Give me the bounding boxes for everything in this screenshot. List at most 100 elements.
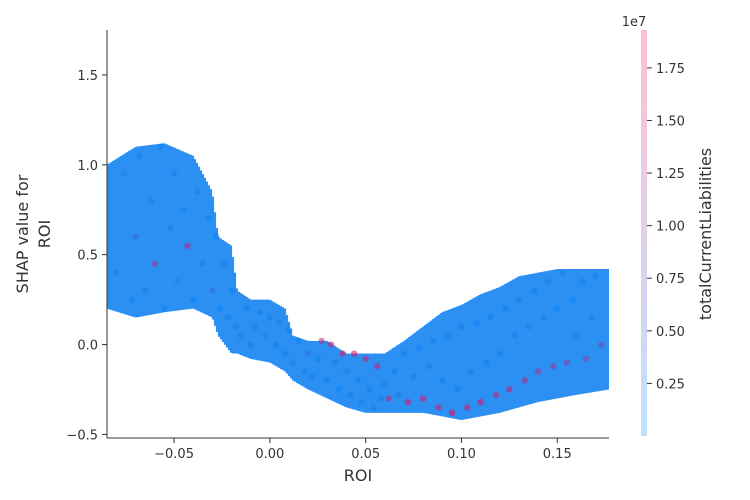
data-point — [578, 278, 586, 285]
data-point — [366, 386, 373, 393]
data-point — [213, 233, 220, 240]
y-tick-label: 1.0 — [77, 159, 98, 174]
data-point — [136, 152, 143, 160]
data-point — [506, 386, 513, 393]
colorbar-offset-text: 1e7 — [622, 15, 647, 30]
data-point — [128, 296, 136, 303]
data-point — [592, 273, 599, 280]
colorbar-label: totalCurrentLiabilities — [696, 148, 715, 320]
data-point — [243, 305, 251, 312]
data-point — [193, 188, 201, 195]
data-point — [487, 314, 494, 321]
data-point — [511, 332, 519, 339]
data-point — [419, 395, 427, 402]
data-point — [534, 368, 542, 375]
data-point — [289, 359, 297, 366]
data-point — [301, 368, 308, 375]
data-point — [220, 260, 228, 267]
data-point — [391, 368, 398, 375]
data-point — [569, 296, 576, 303]
y-tick-label: 0.5 — [77, 249, 98, 264]
x-ticks: −0.05 0.00 0.05 0.10 0.15 — [154, 438, 572, 462]
data-point — [358, 398, 366, 406]
data-point — [502, 305, 509, 312]
x-tick-label: 0.00 — [255, 447, 284, 462]
data-point — [362, 355, 369, 363]
data-point — [400, 350, 408, 357]
data-point — [113, 269, 120, 276]
data-point — [304, 350, 312, 357]
data-point — [373, 362, 381, 370]
data-point — [559, 269, 567, 276]
data-point — [554, 305, 561, 312]
data-point — [492, 391, 500, 399]
data-point — [531, 287, 538, 294]
data-point — [266, 314, 274, 321]
colorbar — [641, 30, 647, 436]
data-point — [515, 296, 523, 303]
data-point — [224, 314, 231, 321]
data-point — [347, 391, 354, 399]
data-point — [184, 242, 191, 249]
data-point — [167, 224, 174, 231]
data-point — [582, 355, 590, 363]
data-point — [205, 215, 212, 222]
data-point — [272, 341, 279, 348]
x-tick-label: 0.15 — [543, 447, 572, 462]
colorbar-tick-label: 1.00 — [656, 220, 685, 235]
data-point — [377, 395, 385, 402]
data-point — [308, 373, 316, 381]
data-point — [174, 278, 182, 285]
data-point — [199, 260, 207, 267]
x-axis-label: ROI — [344, 466, 372, 485]
data-point — [473, 319, 480, 327]
data-point — [464, 404, 471, 411]
data-point — [142, 287, 149, 294]
data-point — [381, 380, 389, 388]
data-point — [370, 404, 377, 411]
data-point — [190, 296, 197, 303]
y-axis-label-line2: ROI — [35, 220, 54, 248]
y-tick-label: −0.5 — [66, 428, 98, 443]
data-point — [327, 341, 335, 348]
data-point — [467, 368, 475, 375]
data-point — [331, 359, 339, 366]
data-point — [563, 359, 571, 366]
data-point — [496, 350, 503, 357]
y-ticks: −0.5 0.0 0.5 1.0 1.5 — [66, 69, 107, 443]
y-axis-label-line1: SHAP value for — [13, 174, 32, 293]
data-point — [295, 337, 302, 345]
data-point — [257, 308, 264, 316]
x-tick-label: 0.10 — [447, 447, 476, 462]
data-point — [170, 170, 178, 177]
data-point — [324, 377, 331, 384]
data-point — [458, 323, 465, 330]
data-point — [429, 337, 436, 345]
data-point — [237, 332, 245, 339]
data-point — [598, 341, 605, 348]
data-point — [251, 323, 258, 330]
y-tick-label: 1.5 — [77, 69, 98, 84]
data-point — [410, 373, 417, 381]
data-point — [281, 350, 289, 357]
x-tick-label: 0.05 — [351, 447, 380, 462]
y-tick-label: 0.0 — [77, 339, 98, 354]
data-point — [343, 368, 350, 375]
colorbar-tick-label: 0.75 — [656, 272, 685, 287]
data-points — [113, 143, 605, 417]
data-point — [404, 398, 412, 406]
data-point — [385, 395, 392, 402]
data-point — [521, 377, 528, 384]
data-point — [477, 398, 484, 406]
data-point — [483, 359, 490, 366]
data-point — [435, 404, 442, 411]
data-point — [448, 409, 456, 417]
data-point — [151, 260, 159, 267]
data-point — [425, 362, 433, 370]
data-point — [209, 287, 216, 294]
data-point — [335, 386, 343, 393]
data-point — [314, 355, 321, 363]
data-point — [157, 143, 164, 151]
colorbar-tick-label: 0.50 — [656, 325, 685, 340]
